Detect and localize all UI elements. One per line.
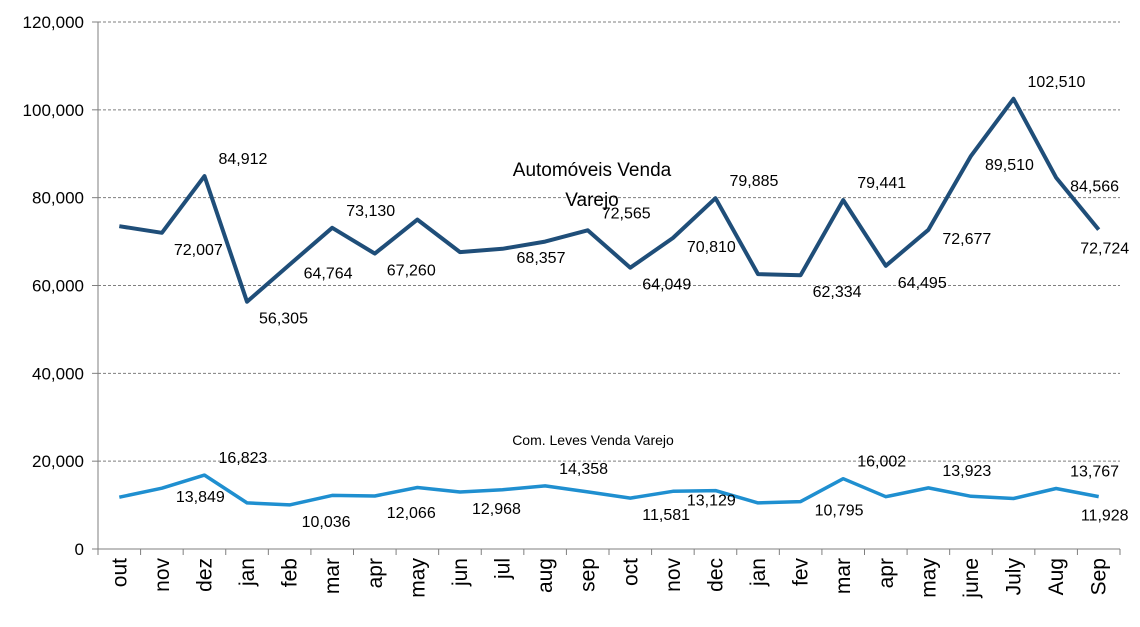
data-label: 89,510 [985, 157, 1034, 174]
x-tick-label: aug [534, 558, 557, 593]
data-label: 79,441 [857, 175, 906, 192]
y-tick-label: 80,000 [32, 189, 84, 208]
data-label: 12,066 [387, 505, 436, 522]
data-label: 64,495 [898, 275, 947, 292]
data-label: 13,849 [176, 489, 225, 506]
data-label: 72,677 [942, 231, 991, 248]
x-tick-label: may [917, 558, 940, 598]
data-label: 68,357 [517, 250, 566, 267]
series-line-1 [118, 473, 1100, 507]
y-tick-label: 40,000 [32, 364, 84, 383]
x-tick-label: July [1003, 558, 1026, 596]
x-tick-label: feb [279, 558, 302, 587]
x-tick-label: dez [193, 558, 216, 592]
series-lines [118, 96, 1101, 507]
x-tick-label: mar [321, 558, 344, 594]
x-axis-tick-labels: out nov dez jan feb mar apr may jun jul aug sep oct n… [108, 558, 1110, 599]
x-tick-label: jan [747, 558, 770, 587]
x-tick-label: fev [790, 558, 813, 587]
x-tick-label: nov [151, 558, 174, 592]
data-label: 62,334 [813, 284, 862, 301]
data-label: 70,810 [687, 239, 736, 256]
x-tick-label: nov [662, 558, 685, 592]
data-label: 64,764 [304, 266, 353, 283]
x-tick-label: jul [492, 558, 515, 580]
x-tick-label: june [960, 558, 983, 599]
series-title-leves: Com. Leves Venda Varejo [512, 432, 674, 448]
x-tick-label: oct [619, 558, 642, 586]
data-label: 64,049 [642, 277, 691, 294]
series-title-autos-line1: Automóveis Venda [513, 160, 672, 181]
x-tick-label: sep [577, 558, 600, 592]
data-label: 72,007 [174, 242, 223, 259]
x-tick-label: jan [236, 558, 259, 587]
y-tick-label: 60,000 [32, 277, 84, 296]
series-title-autos-line2: Varejo [565, 190, 619, 211]
data-label: 72,565 [602, 205, 651, 222]
series-titles: Automóveis Venda Varejo Com. Leves Venda… [512, 160, 674, 448]
data-label: 10,795 [815, 503, 864, 520]
data-label: 14,358 [559, 461, 608, 478]
x-tick-label: Sep [1088, 558, 1111, 595]
x-tick-label: Aug [1045, 558, 1068, 595]
y-tick-label: 20,000 [32, 452, 84, 471]
data-label: 16,002 [857, 454, 906, 471]
data-label: 16,823 [218, 450, 267, 467]
data-label: 13,129 [687, 492, 736, 509]
data-label: 10,036 [302, 514, 351, 531]
y-tick-label: 0 [75, 540, 84, 559]
x-tick-label: apr [364, 558, 387, 588]
data-label: 84,566 [1070, 179, 1119, 196]
data-label: 11,581 [642, 507, 690, 524]
x-tick-label: may [406, 558, 429, 598]
x-tick-label: dec [704, 558, 727, 592]
x-tick-label: mar [832, 558, 855, 594]
data-label: 13,923 [942, 463, 991, 480]
data-label: 11,928 [1081, 508, 1129, 525]
data-labels: 72,007 84,912 56,305 64,764 73,130 67,260 68,3… [174, 74, 1129, 531]
y-axis-tick-labels: 0 20,000 40,000 60,000 80,000 100,000 120,000 [23, 13, 84, 559]
data-label: 102,510 [1028, 74, 1086, 91]
series-line-0 [118, 96, 1101, 304]
x-tick-label: out [108, 558, 131, 587]
data-label: 67,260 [387, 263, 436, 280]
data-label: 12,968 [472, 501, 521, 518]
data-label: 73,130 [346, 203, 395, 220]
axes [92, 21, 1121, 555]
x-tick-label: jun [449, 558, 472, 587]
data-label: 13,767 [1070, 464, 1119, 481]
y-tick-label: 120,000 [23, 13, 84, 32]
data-label: 56,305 [259, 311, 308, 328]
x-tick-label: apr [875, 558, 898, 588]
data-label: 79,885 [729, 173, 778, 190]
y-tick-label: 100,000 [23, 101, 84, 120]
data-label: 84,912 [218, 151, 267, 168]
data-label: 72,724 [1080, 241, 1129, 258]
